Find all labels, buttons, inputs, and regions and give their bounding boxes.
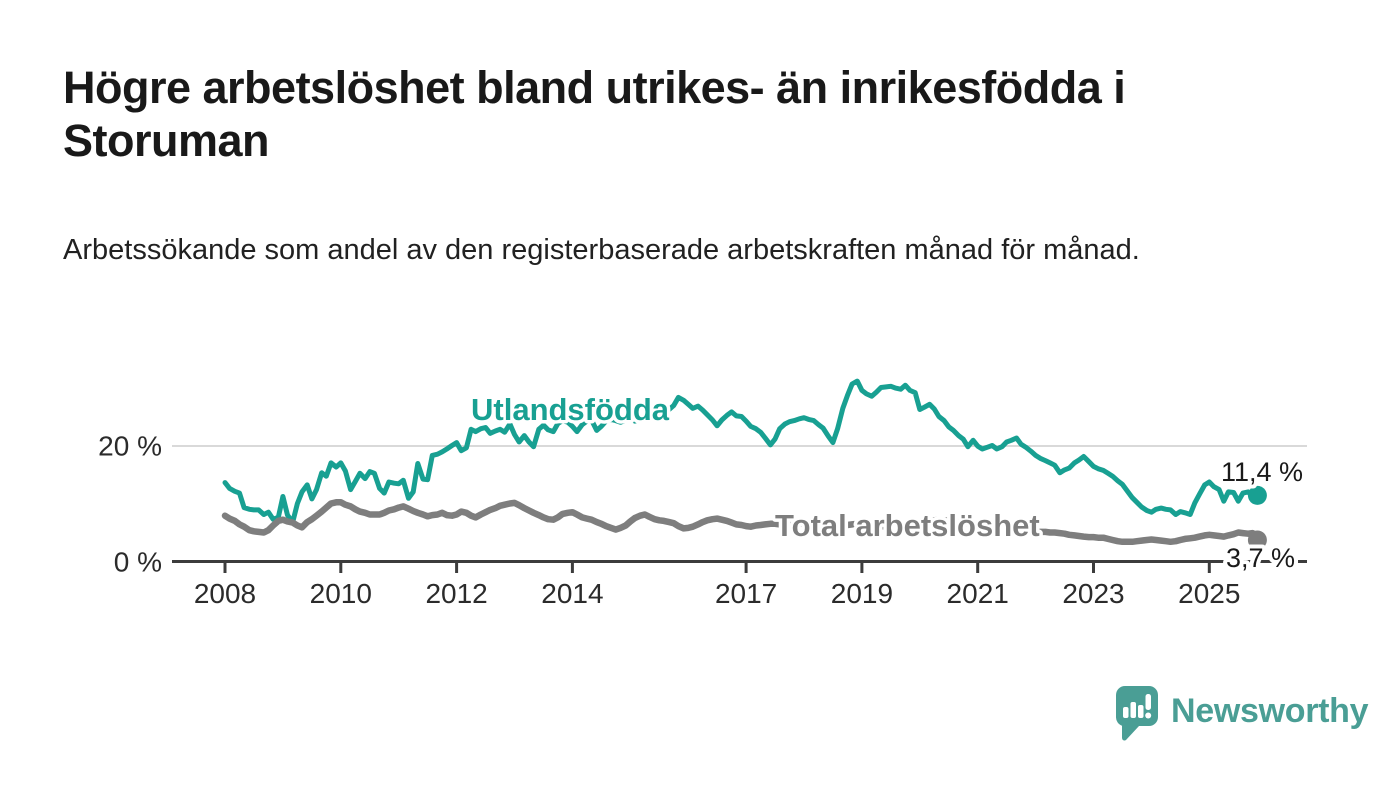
x-tick-label: 2019 xyxy=(831,578,893,609)
series-label-utlandsfodda: Utlandsfödda xyxy=(471,392,670,427)
y-axis-labels: 0 % 20 % xyxy=(98,431,162,578)
x-tick-label: 2008 xyxy=(194,578,256,609)
series-lines xyxy=(221,378,1261,546)
bar-chart-speech-bubble-icon xyxy=(1116,686,1158,741)
x-tick-label: 2023 xyxy=(1062,578,1124,609)
y-tick-label: 20 % xyxy=(98,431,162,462)
x-tick-label: 2017 xyxy=(715,578,777,609)
x-tick-label: 2025 xyxy=(1178,578,1240,609)
x-axis-tick-labels: 2008 2010 2012 2014 2017 2019 2021 2023 2025 xyxy=(194,578,1241,609)
series-end-dot-total xyxy=(1247,530,1267,550)
page-title: Högre arbetslöshet bland utrikes- än inr… xyxy=(63,62,1126,166)
y-tick-label: 0 % xyxy=(114,547,162,578)
series-line-utlandsfodda xyxy=(222,378,1260,525)
brand-name: Newsworthy xyxy=(1171,692,1369,730)
x-tick-label: 2010 xyxy=(310,578,372,609)
x-tick-label: 2014 xyxy=(541,578,603,609)
x-tick-label: 2012 xyxy=(425,578,487,609)
x-axis-ticks xyxy=(223,561,1211,573)
page-subtitle: Arbetssökande som andel av den registerb… xyxy=(63,234,1140,266)
series-line-total xyxy=(221,499,1261,546)
series-label-total-arbetsloshet: Total arbetslöshet xyxy=(775,508,1040,543)
brand-logo: Newsworthy xyxy=(1116,686,1369,746)
end-value-label-total: 3,7 % xyxy=(1226,543,1295,573)
x-tick-label: 2021 xyxy=(947,578,1009,609)
series-end-dots xyxy=(1247,485,1267,550)
end-value-label-utlandsfodda: 11,4 % xyxy=(1221,457,1303,487)
speech-bubble-shape xyxy=(1116,686,1158,741)
series-end-dot-utlandsfodda xyxy=(1247,485,1267,505)
